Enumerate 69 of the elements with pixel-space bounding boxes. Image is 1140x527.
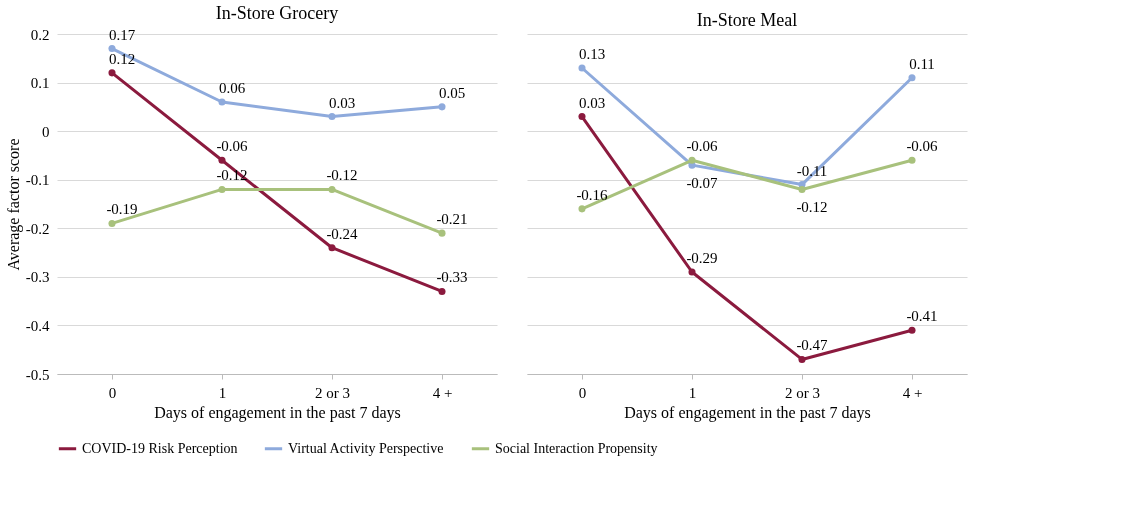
legend-label: Virtual Activity Perspective — [288, 440, 444, 456]
point — [438, 287, 446, 295]
x-axis-title: Days of engagement in the past 7 days — [624, 403, 871, 422]
point — [108, 219, 116, 227]
point — [328, 185, 336, 193]
data-label: 0.17 — [108, 26, 136, 43]
chart-title: In-Store Meal — [696, 10, 798, 30]
data-label: 0.12 — [108, 50, 136, 67]
y-tick-label: -0.3 — [25, 269, 50, 286]
point — [328, 244, 336, 252]
chart-title: In-Store Grocery — [215, 3, 339, 23]
point — [578, 64, 586, 72]
data-label: -0.12 — [326, 167, 358, 184]
data-label: -0.07 — [686, 175, 719, 192]
point — [108, 69, 116, 77]
data-label: 0.06 — [218, 80, 246, 96]
data-label: 0.03 — [578, 94, 606, 111]
data-label: -0.19 — [106, 201, 138, 218]
data-label: -0.06 — [686, 138, 719, 155]
legend-label: COVID-19 Risk Perception — [82, 440, 238, 456]
data-label: -0.11 — [796, 162, 828, 179]
y-tick-label: -0.1 — [25, 172, 50, 189]
point — [908, 156, 916, 164]
y-tick-label: 0.2 — [30, 26, 50, 43]
data-label: -0.16 — [576, 186, 609, 203]
point — [798, 355, 806, 363]
data-label: -0.47 — [796, 337, 829, 354]
data-label: 0.13 — [578, 46, 606, 62]
point — [218, 185, 226, 193]
point — [688, 156, 696, 164]
data-label: -0.24 — [326, 225, 359, 242]
point — [578, 113, 586, 121]
y-tick-label: 0 — [42, 123, 50, 140]
point — [578, 205, 586, 213]
x-tick-label: 2 or 3 — [785, 384, 820, 401]
point — [438, 103, 446, 111]
point — [218, 156, 226, 164]
data-label: -0.29 — [686, 250, 718, 266]
y-tick-label: -0.5 — [25, 366, 50, 383]
data-label: -0.12 — [796, 199, 828, 216]
data-label: 0.03 — [328, 94, 356, 111]
legend-label: Social Interaction Propensity — [495, 440, 658, 456]
x-tick-label: 0 — [578, 384, 587, 401]
data-label: -0.06 — [906, 138, 939, 155]
point — [328, 113, 336, 121]
point — [688, 268, 696, 276]
y-tick-label: -0.4 — [25, 317, 50, 334]
x-tick-label: 4 + — [432, 384, 453, 401]
point — [908, 326, 916, 334]
data-label: -0.41 — [906, 308, 938, 325]
point — [908, 74, 916, 82]
y-tick-label: -0.2 — [25, 220, 50, 237]
y-tick-label: 0.1 — [30, 75, 50, 92]
x-axis-title: Days of engagement in the past 7 days — [154, 403, 401, 422]
y-axis-title: Average factor score — [4, 138, 23, 271]
x-tick-label: 2 or 3 — [315, 384, 350, 401]
point — [798, 185, 806, 193]
point — [108, 45, 116, 53]
data-label: 0.11 — [909, 55, 935, 72]
data-label: -0.21 — [436, 211, 468, 228]
data-label: -0.06 — [216, 138, 249, 155]
x-tick-label: 1 — [218, 384, 227, 401]
data-label: 0.05 — [438, 84, 466, 101]
x-tick-label: 0 — [108, 384, 117, 401]
x-tick-label: 1 — [688, 384, 697, 401]
data-label: -0.33 — [436, 269, 468, 286]
x-tick-label: 4 + — [902, 384, 923, 401]
point — [218, 98, 226, 106]
point — [438, 229, 446, 237]
